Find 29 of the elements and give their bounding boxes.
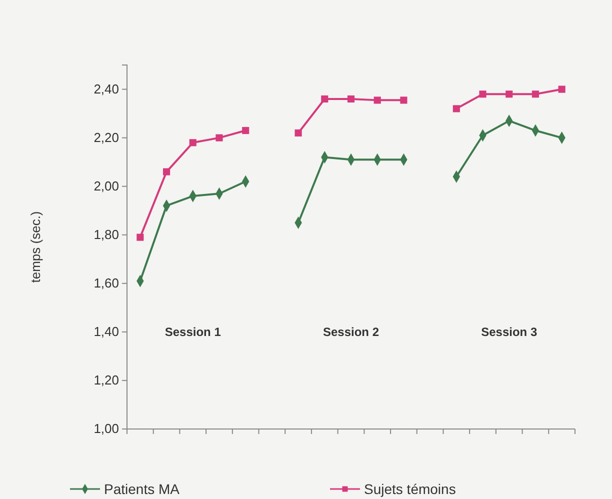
point (216, 134, 223, 142)
y-tick-label: 1,00 (94, 421, 119, 436)
point (136, 234, 144, 241)
y-tick-label: 2,20 (94, 130, 119, 145)
point (162, 168, 170, 176)
y-tick-label: 1,40 (94, 324, 119, 340)
legend-label: Sujets témoins (364, 481, 456, 497)
y-tick-label: 1,60 (94, 276, 119, 291)
y-axis-title: temps (sec.) (28, 211, 43, 283)
point (400, 96, 408, 104)
point (242, 126, 250, 134)
point (452, 105, 460, 112)
point (374, 96, 381, 104)
annotation: Session 2 (322, 324, 380, 339)
point (479, 90, 486, 98)
annotation: Session 1 (164, 324, 222, 339)
legend-label: Patients MA (104, 481, 180, 497)
point (532, 90, 540, 98)
point (294, 129, 302, 136)
y-tick-label: 1,20 (94, 372, 119, 388)
y-tick-label: 2,40 (94, 81, 119, 96)
y-tick-label: 2,00 (94, 178, 119, 194)
point (347, 95, 355, 103)
y-tick-label: 1,80 (94, 227, 119, 242)
annotation: Session 3 (481, 324, 538, 339)
point (558, 86, 566, 93)
point (506, 90, 513, 98)
point (321, 95, 328, 103)
point (189, 139, 196, 146)
